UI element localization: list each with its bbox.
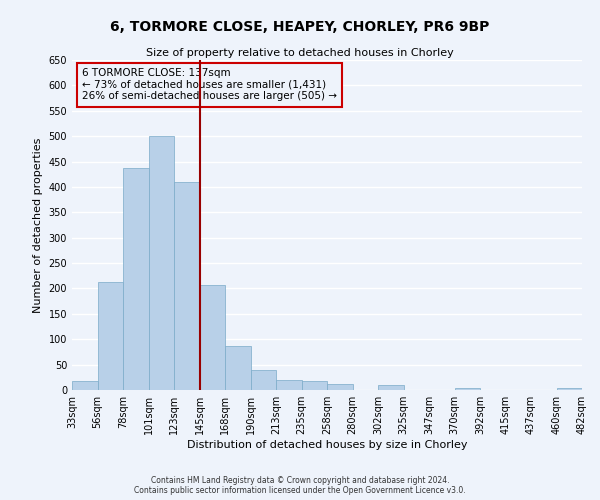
Bar <box>251 370 276 390</box>
Text: 6, TORMORE CLOSE, HEAPEY, CHORLEY, PR6 9BP: 6, TORMORE CLOSE, HEAPEY, CHORLEY, PR6 9… <box>110 20 490 34</box>
Bar <box>302 382 327 390</box>
Bar <box>72 382 97 390</box>
Bar <box>149 136 174 390</box>
X-axis label: Distribution of detached houses by size in Chorley: Distribution of detached houses by size … <box>187 440 467 450</box>
Bar <box>199 285 225 390</box>
Text: 6 TORMORE CLOSE: 137sqm
← 73% of detached houses are smaller (1,431)
26% of semi: 6 TORMORE CLOSE: 137sqm ← 73% of detache… <box>82 68 337 102</box>
Bar <box>225 346 251 390</box>
Bar <box>123 168 149 390</box>
Text: Size of property relative to detached houses in Chorley: Size of property relative to detached ho… <box>146 48 454 58</box>
Bar <box>174 182 199 390</box>
Y-axis label: Number of detached properties: Number of detached properties <box>33 138 43 312</box>
Bar <box>327 384 353 390</box>
Bar <box>557 388 582 390</box>
Bar <box>276 380 302 390</box>
Bar <box>97 282 123 390</box>
Bar <box>455 388 480 390</box>
Bar <box>378 385 404 390</box>
Text: Contains HM Land Registry data © Crown copyright and database right 2024.
Contai: Contains HM Land Registry data © Crown c… <box>134 476 466 495</box>
